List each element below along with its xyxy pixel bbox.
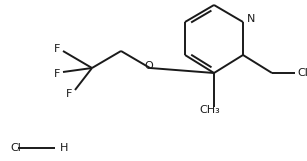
Text: F: F — [54, 44, 60, 54]
Text: CH₃: CH₃ — [200, 105, 220, 115]
Text: N: N — [247, 14, 255, 24]
Text: Cl: Cl — [10, 143, 21, 153]
Text: Cl: Cl — [297, 68, 307, 78]
Text: O: O — [145, 61, 154, 71]
Text: F: F — [66, 89, 72, 99]
Text: H: H — [60, 143, 68, 153]
Text: F: F — [54, 69, 60, 79]
